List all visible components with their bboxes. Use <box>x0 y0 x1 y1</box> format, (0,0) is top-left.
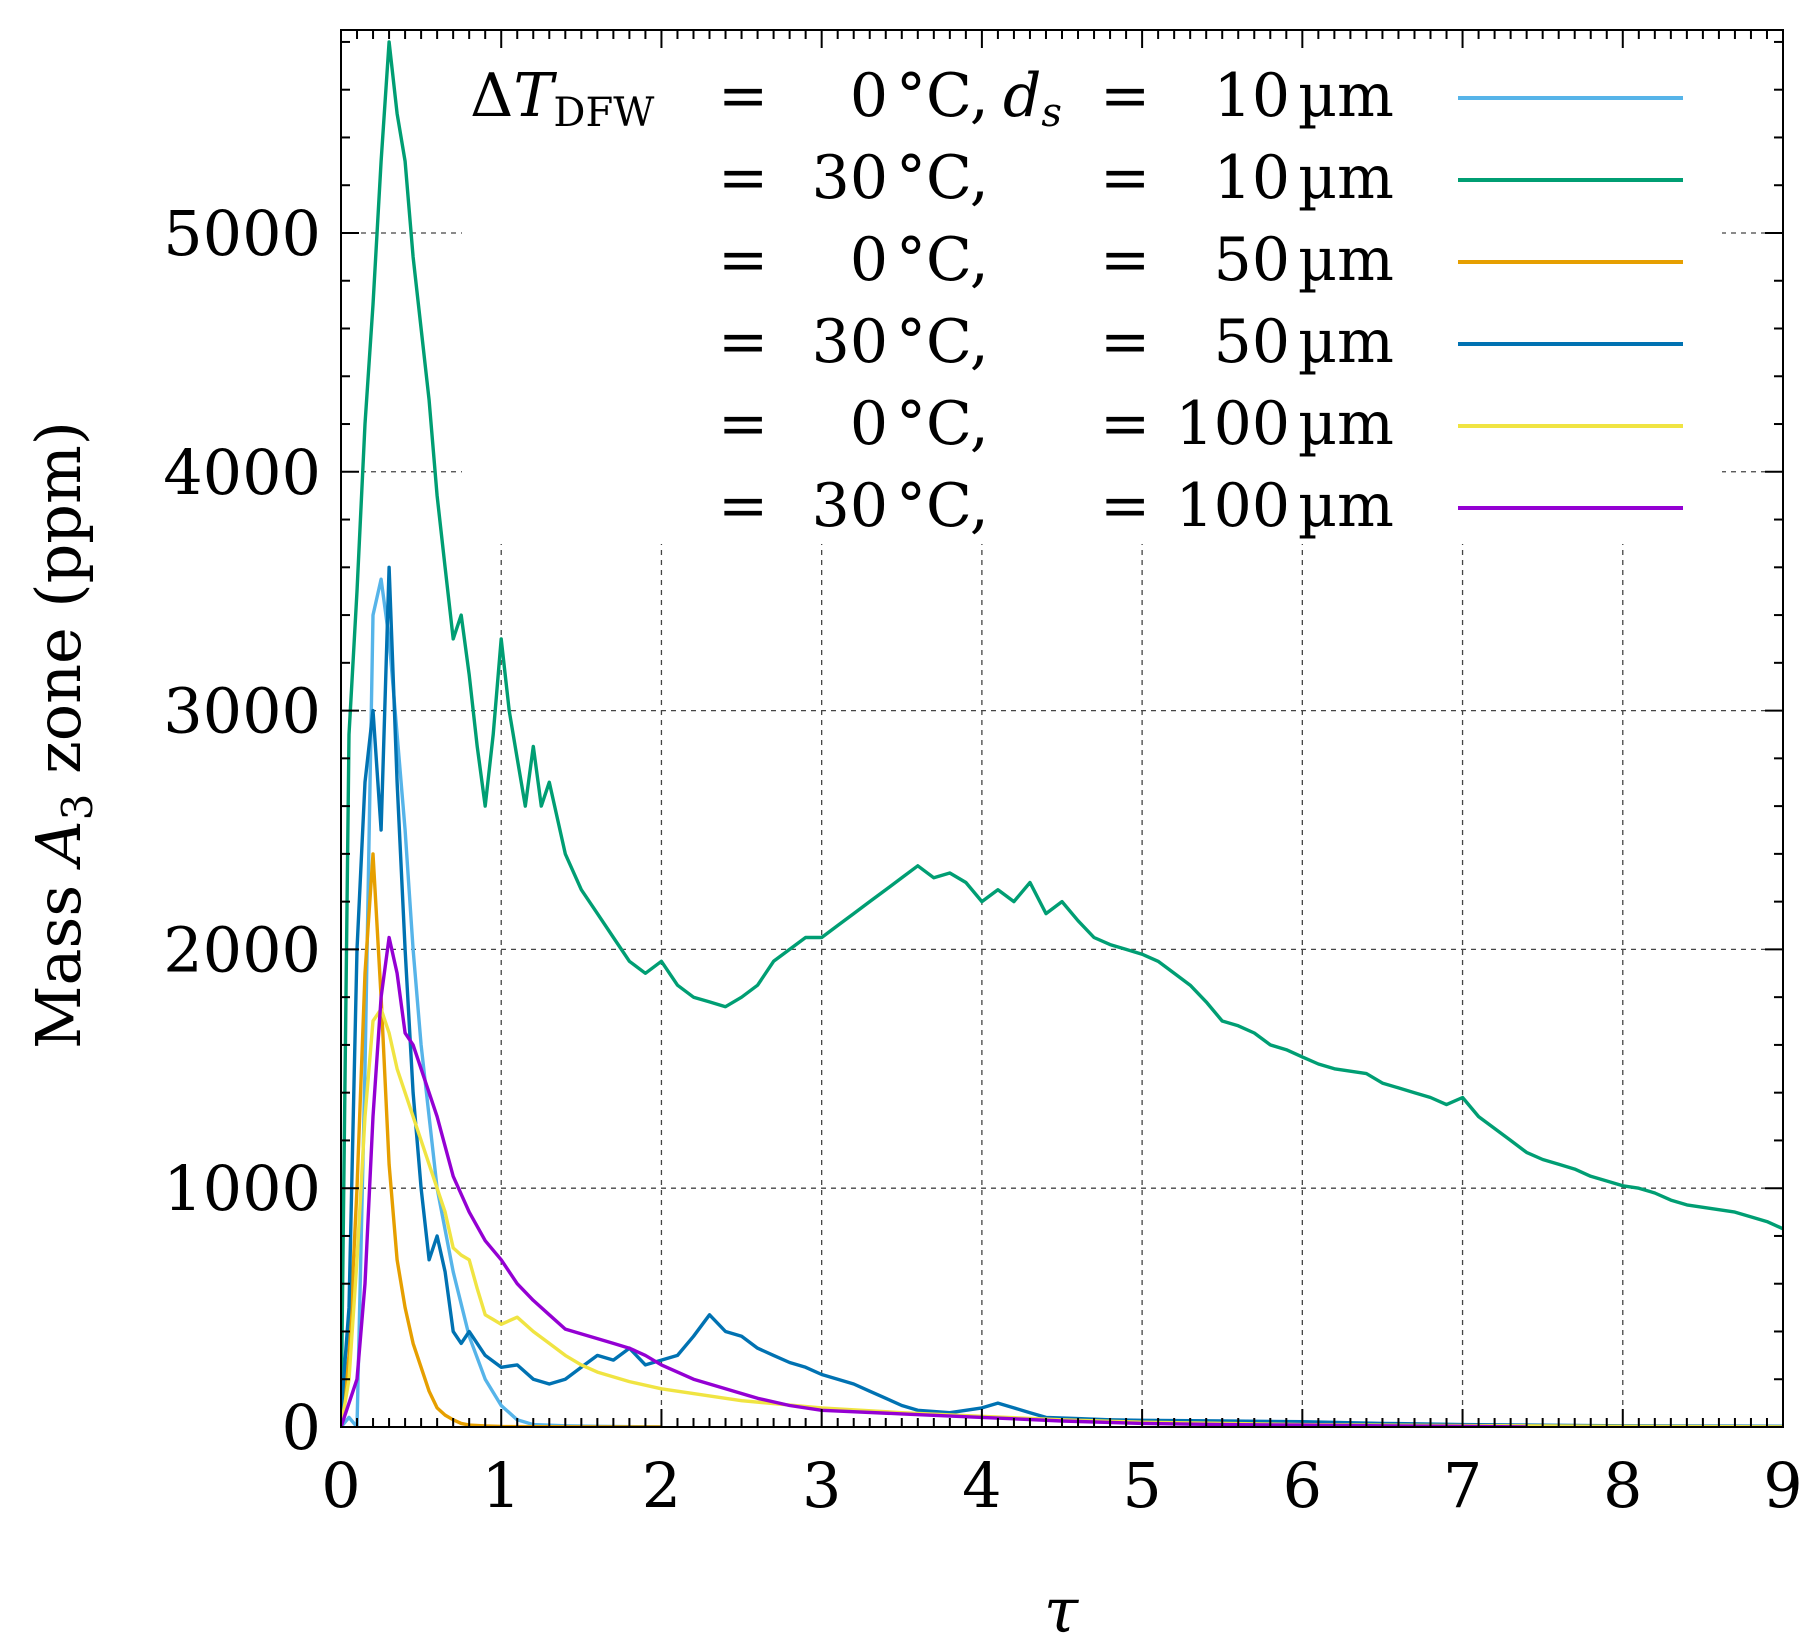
legend: = 0 °C, = 10 µm= 30 °C, = 10 µm= 0 °C, = 50 µm= 30 °C, = 50… <box>718 61 1683 541</box>
y-axis-title: Mass A3 zone (ppm) <box>22 421 102 1049</box>
x-tick-label: 1 <box>481 1449 520 1522</box>
legend-temp-value: 30 <box>812 471 888 541</box>
series-line-5 <box>341 1007 1783 1427</box>
legend-size-unit: µm <box>1298 61 1394 131</box>
legend-temp-value: 30 <box>812 307 888 377</box>
legend-background <box>462 44 1722 544</box>
series-line-4 <box>341 565 1783 1427</box>
tick-layer <box>340 30 1784 1428</box>
legend-temp-value: 0 <box>850 389 888 459</box>
legend-entry-2: = 30 °C, = 10 µm <box>718 143 1683 213</box>
y-axis-title-main: Mass <box>22 865 95 1049</box>
x-tick-label: 6 <box>1283 1449 1322 1522</box>
legend-temp-value: 0 <box>850 225 888 295</box>
legend-size-unit: µm <box>1298 471 1394 541</box>
legend-size-value: 10 <box>1214 143 1290 213</box>
x-axis-title: τ <box>1044 1574 1080 1646</box>
y-axis-title-sub: 3 <box>53 794 102 821</box>
x-tick-label: 3 <box>802 1449 841 1522</box>
series-line-3 <box>341 852 662 1427</box>
legend-equals: = <box>718 143 768 213</box>
legend-size-unit: µm <box>1298 307 1394 377</box>
legend-equals: = <box>718 389 768 459</box>
legend-entry-6: = 30 °C, = 100 µm <box>718 471 1683 541</box>
legend-size-value: 100 <box>1175 389 1290 459</box>
y-tick-label: 4000 <box>163 436 321 509</box>
legend-equals: = <box>718 61 768 131</box>
legend-equals: = <box>1100 61 1150 131</box>
legend-size-unit: µm <box>1298 143 1394 213</box>
legend-equals: = <box>718 225 768 295</box>
legend-size-value: 100 <box>1175 471 1290 541</box>
x-tick-label: 7 <box>1443 1449 1482 1522</box>
x-tick-label: 5 <box>1122 1449 1161 1522</box>
legend-equals: = <box>1100 389 1150 459</box>
y-axis-title-rest: zone (ppm) <box>22 421 95 794</box>
legend-entry-1: = 0 °C, = 10 µm <box>718 61 1683 131</box>
legend-temp-value: 30 <box>812 143 888 213</box>
x-tick-label: 9 <box>1763 1449 1802 1522</box>
legend-equals: = <box>1100 143 1150 213</box>
legend-equals: = <box>1100 307 1150 377</box>
legend-equals: = <box>718 471 768 541</box>
legend-header: ΔTDFW ds <box>470 61 1062 136</box>
x-tick-label: 0 <box>321 1449 360 1522</box>
legend-delta: Δ <box>470 61 513 131</box>
legend-ds-d: d <box>1003 61 1041 131</box>
y-tick-label: 0 <box>282 1391 321 1464</box>
svg-text:ds: ds <box>1003 61 1062 136</box>
legend-equals: = <box>1100 225 1150 295</box>
y-tick-labels: 0 1000 2000 3000 4000 5000 <box>163 197 321 1464</box>
legend-entry-3: = 0 °C, = 50 µm <box>718 225 1683 295</box>
svg-text:ΔTDFW: ΔTDFW <box>470 61 654 136</box>
legend-temp-unit: °C, <box>896 225 989 295</box>
legend-ds-s: s <box>1041 90 1062 136</box>
legend-temp-unit: °C, <box>896 61 989 131</box>
y-axis-title-italic: A <box>22 820 95 870</box>
legend-entry-4: = 30 °C, = 50 µm <box>718 307 1683 377</box>
legend-size-value: 50 <box>1214 307 1290 377</box>
x-tick-label: 8 <box>1603 1449 1642 1522</box>
y-tick-label: 2000 <box>163 913 321 986</box>
legend-temp-unit: °C, <box>896 389 989 459</box>
y-tick-label: 3000 <box>163 675 321 748</box>
x-tick-label: 4 <box>962 1449 1001 1522</box>
legend-size-value: 50 <box>1214 225 1290 295</box>
legend-equals: = <box>1100 471 1150 541</box>
x-tick-labels: 0 1 2 3 4 5 6 7 8 9 <box>321 1449 1802 1522</box>
y-tick-label: 1000 <box>163 1152 321 1225</box>
legend-size-unit: µm <box>1298 225 1394 295</box>
y-tick-label: 5000 <box>163 197 321 270</box>
legend-t-sub: DFW <box>553 90 654 136</box>
legend-temp-unit: °C, <box>896 471 989 541</box>
x-tick-label: 2 <box>642 1449 681 1522</box>
legend-entry-5: = 0 °C, = 100 µm <box>718 389 1683 459</box>
legend-size-unit: µm <box>1298 389 1394 459</box>
legend-size-value: 10 <box>1214 61 1290 131</box>
legend-t: T <box>513 61 557 131</box>
legend-temp-unit: °C, <box>896 307 989 377</box>
legend-equals: = <box>718 307 768 377</box>
series-line-2 <box>341 40 1783 1427</box>
legend-temp-value: 0 <box>850 61 888 131</box>
legend-temp-unit: °C, <box>896 143 989 213</box>
series-layer <box>341 40 1783 1427</box>
series-line-6 <box>341 935 1527 1427</box>
